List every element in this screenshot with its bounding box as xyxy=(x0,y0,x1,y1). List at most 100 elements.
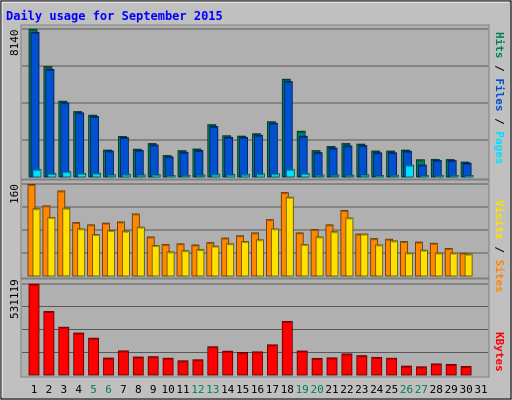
bar-visits-day-12 xyxy=(196,249,205,277)
bar-kbytes-day-1 xyxy=(28,283,40,376)
bar-visits-day-21 xyxy=(330,231,339,277)
bar-kbytes-day-9 xyxy=(147,356,159,376)
x-tick-label-day-19: 19 xyxy=(296,383,309,396)
bar-kbytes-day-8 xyxy=(132,356,144,376)
legend-sep: / xyxy=(493,118,506,125)
bar-visits-day-2 xyxy=(47,216,56,277)
bar-kbytes-day-6 xyxy=(103,357,114,376)
bar-kbytes-day-11 xyxy=(177,360,189,376)
bar-kbytes-day-18 xyxy=(281,320,293,376)
bar-files-day-8 xyxy=(134,150,144,178)
bar-kbytes-day-16 xyxy=(252,351,263,376)
bar-pages-day-16 xyxy=(256,173,265,178)
x-axis-labels: 1 2 3 4 5 6 7 8 9 10 11 12 13 14 15 16 17 18 19 20 21 22 23 24 2… xyxy=(31,383,488,396)
bar-pages-day-4 xyxy=(77,172,87,178)
bar-visits-day-9 xyxy=(151,245,160,277)
x-tick-label-day-7: 7 xyxy=(120,383,127,396)
legend-visits: Visits xyxy=(493,200,506,240)
bar-visits-day-30 xyxy=(464,253,473,277)
bar-kbytes-day-29 xyxy=(445,363,457,376)
bar-kbytes-day-13 xyxy=(207,346,219,376)
bar-files-day-29 xyxy=(447,160,457,178)
legend-sites: Sites xyxy=(493,260,506,293)
x-tick-label-day-2: 2 xyxy=(46,383,53,396)
x-tick-label-day-15: 15 xyxy=(236,383,249,396)
legend-hits-files-pages: Hits / Files / Pages xyxy=(493,32,506,165)
bar-kbytes-day-12 xyxy=(192,359,204,376)
x-tick-label-day-9: 9 xyxy=(150,383,157,396)
x-tick-label-day-1: 1 xyxy=(31,383,38,396)
x-tick-label-day-17: 17 xyxy=(266,383,279,396)
panel-frames xyxy=(20,24,490,378)
bar-files-day-12 xyxy=(194,150,204,178)
bar-kbytes-day-21 xyxy=(326,357,338,376)
bar-visits-day-1 xyxy=(32,208,41,277)
ymax-label-hits: 8140 xyxy=(8,30,21,57)
bar-visits-day-17 xyxy=(270,228,279,277)
ymax-label-kbytes: 531119 xyxy=(8,279,21,319)
bar-pages-day-3 xyxy=(62,171,72,178)
legend-sep: / xyxy=(493,65,506,72)
ymax-label-visits: 160 xyxy=(8,184,21,204)
legend-kbytes-label: KBytes xyxy=(493,332,506,372)
bar-visits-day-7 xyxy=(122,230,130,277)
x-tick-label-day-28: 28 xyxy=(430,383,443,396)
x-tick-label-day-4: 4 xyxy=(75,383,82,396)
bar-files-day-6 xyxy=(105,150,114,178)
bar-pages-day-5 xyxy=(92,172,101,178)
bar-files-day-20 xyxy=(313,152,323,178)
bar-visits-day-26 xyxy=(405,252,413,277)
bar-files-day-28 xyxy=(432,160,442,178)
bar-pages-day-19 xyxy=(300,172,310,178)
x-tick-label-day-8: 8 xyxy=(135,383,142,396)
bar-kbytes-day-25 xyxy=(386,357,398,376)
bar-kbytes-day-27 xyxy=(415,366,427,376)
x-tick-label-day-13: 13 xyxy=(206,383,219,396)
bar-visits-day-11 xyxy=(181,250,190,277)
legend-sep: / xyxy=(493,246,506,253)
bar-pages-day-26 xyxy=(405,164,414,178)
bar-files-day-3 xyxy=(60,102,70,178)
bar-files-day-17 xyxy=(268,122,278,178)
bar-visits-day-19 xyxy=(300,243,309,277)
bar-visits-day-20 xyxy=(315,236,324,277)
bar-visits-day-14 xyxy=(226,243,235,277)
bar-kbytes-day-4 xyxy=(73,332,85,376)
bar-kbytes-day-17 xyxy=(266,344,278,376)
bar-visits-day-10 xyxy=(166,251,175,277)
chart-title: Daily usage for September 2015 xyxy=(6,9,223,23)
x-tick-label-day-30: 30 xyxy=(459,383,472,396)
bar-visits-day-18 xyxy=(285,196,294,277)
x-tick-label-day-14: 14 xyxy=(221,383,235,396)
x-tick-label-day-27: 27 xyxy=(415,383,428,396)
bars xyxy=(27,28,474,376)
x-tick-label-day-11: 11 xyxy=(176,383,189,396)
bar-files-day-4 xyxy=(75,112,85,178)
bar-kbytes-day-14 xyxy=(222,350,234,376)
bar-files-day-19 xyxy=(298,135,308,178)
bar-visits-day-27 xyxy=(419,249,428,277)
bar-visits-day-22 xyxy=(345,217,354,277)
x-tick-label-day-3: 3 xyxy=(60,383,67,396)
bar-files-day-15 xyxy=(239,136,249,178)
legend-kbytes: KBytes xyxy=(493,332,506,372)
bar-visits-day-25 xyxy=(390,240,399,277)
gridlines xyxy=(22,28,488,353)
legend-files: Files xyxy=(493,78,506,111)
legend-pages: Pages xyxy=(493,131,506,164)
bar-kbytes-day-3 xyxy=(58,326,70,376)
x-tick-label-day-12: 12 xyxy=(191,383,204,396)
bar-files-day-21 xyxy=(328,147,338,178)
bar-files-day-14 xyxy=(224,136,234,178)
bar-visits-day-23 xyxy=(360,233,369,277)
bar-kbytes-day-19 xyxy=(296,350,308,376)
bar-kbytes-day-2 xyxy=(43,311,55,376)
bar-files-day-16 xyxy=(254,134,263,178)
bar-files-day-9 xyxy=(149,144,159,178)
bar-kbytes-day-26 xyxy=(401,365,412,376)
x-tick-label-day-10: 10 xyxy=(161,383,174,396)
x-tick-label-day-22: 22 xyxy=(340,383,353,396)
bar-files-day-25 xyxy=(388,152,398,178)
